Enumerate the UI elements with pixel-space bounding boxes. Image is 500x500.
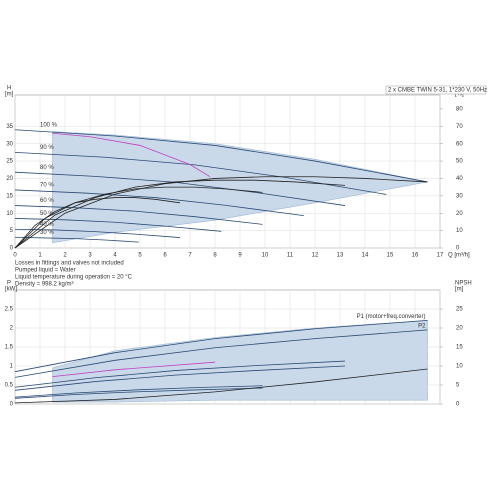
note: Pumped liquid = Water xyxy=(15,268,76,274)
x-tick-label: 15 xyxy=(387,253,394,259)
operating-range xyxy=(52,131,428,244)
y-tick-label: 25 xyxy=(6,159,13,165)
curve xyxy=(14,197,181,249)
y-tick-label: 10 xyxy=(6,211,13,217)
y2-tick-label: 20 xyxy=(456,211,463,217)
y2-axis-unit: [%] xyxy=(455,92,464,98)
curve-label: 90 % xyxy=(40,145,54,151)
y2-tick-label: 40 xyxy=(456,176,463,182)
operating-range xyxy=(52,320,428,403)
x-tick-label: 3 xyxy=(88,253,92,259)
curve xyxy=(14,385,263,398)
curve-label: 50 % xyxy=(40,211,54,217)
curve-label: 100 % xyxy=(40,122,58,128)
y-tick-label: 15 xyxy=(6,193,13,199)
x-tick-label: 9 xyxy=(238,253,242,259)
y-tick-label: 35 xyxy=(6,124,13,130)
curve xyxy=(14,387,263,399)
x-tick-label: 8 xyxy=(213,253,217,259)
x-tick-label: 13 xyxy=(337,253,344,259)
y2-tick-label: 25 xyxy=(456,307,463,313)
curve xyxy=(14,320,428,373)
y2-tick-label: 5 xyxy=(456,383,460,389)
x-tick-label: 12 xyxy=(312,253,319,259)
curve xyxy=(14,129,428,183)
curve xyxy=(14,360,346,388)
y2-tick-label: 15 xyxy=(456,345,463,351)
y2-axis-label: NPSH xyxy=(455,281,472,287)
y2-tick-label: 50 xyxy=(456,159,463,165)
y2-tick-label: 10 xyxy=(456,364,463,370)
x-tick-label: 7 xyxy=(188,253,192,259)
y-axis-unit: [m] xyxy=(5,92,14,98)
x-tick-label: 11 xyxy=(287,253,294,259)
curve-label: 70 % xyxy=(40,183,54,189)
y-tick-label: 5 xyxy=(10,228,14,234)
x-tick-label: 4 xyxy=(113,253,117,259)
curve-label: 80 % xyxy=(40,165,54,171)
x-tick-label: 0 xyxy=(13,253,17,259)
y2-tick-label: 80 xyxy=(456,106,463,112)
curve-label: 30 % xyxy=(40,230,54,236)
y2-tick-label: 0 xyxy=(456,402,460,408)
curve xyxy=(14,179,346,249)
y-tick-label: 0 xyxy=(10,246,14,252)
header-box xyxy=(385,85,487,95)
header: 2 x CMBE TWIN 5-31, 1*230 V, 50Hz xyxy=(388,88,487,94)
note: Density = 998.2 kg/m³ xyxy=(15,282,74,288)
curve xyxy=(14,176,428,249)
x-tick-label: 5 xyxy=(138,253,142,259)
y-tick-label: 30 xyxy=(6,141,13,147)
y2-tick-label: 10 xyxy=(456,228,463,234)
note: Liquid temperature during operation = 20… xyxy=(15,275,133,281)
curve xyxy=(14,365,346,391)
y-tick-label: 2 xyxy=(10,326,14,332)
curve xyxy=(52,132,211,178)
curve xyxy=(14,218,222,232)
curve xyxy=(14,151,387,195)
curve-label: 60 % xyxy=(40,198,54,204)
note: Losses in fittings and valves not includ… xyxy=(15,261,124,267)
y2-tick-label: 70 xyxy=(456,124,463,130)
y-tick-label: 2.5 xyxy=(5,307,14,313)
curve xyxy=(14,329,428,378)
y-tick-label: 0.5 xyxy=(5,383,14,389)
curve xyxy=(14,189,304,217)
y2-tick-label: 30 xyxy=(456,193,463,199)
y-axis-label: P xyxy=(7,281,11,287)
curve xyxy=(14,186,263,249)
curve-label: P2 xyxy=(418,323,426,329)
curve xyxy=(14,368,428,404)
x-tick-label: 17 xyxy=(437,253,444,259)
x-tick-label: 2 xyxy=(63,253,67,259)
y-tick-label: 1.5 xyxy=(5,345,14,351)
y-axis-unit: [kW] xyxy=(5,287,17,293)
curve-label: 40 % xyxy=(40,222,54,228)
x-tick-label: 1 xyxy=(38,253,42,259)
curve xyxy=(14,205,263,225)
x-axis-label: Q [m³/h] xyxy=(448,253,470,259)
x-tick-label: 6 xyxy=(163,253,167,259)
y2-tick-label: 60 xyxy=(456,141,463,147)
y-tick-label: 0 xyxy=(10,402,14,408)
y2-tick-label: 20 xyxy=(456,326,463,332)
y-axis-label: H xyxy=(7,86,11,92)
curve-label: P1 (motor+freq.converter) xyxy=(357,314,426,320)
x-tick-label: 16 xyxy=(412,253,419,259)
curve xyxy=(52,361,216,378)
y2-axis-unit: [m] xyxy=(455,287,464,293)
curve xyxy=(14,236,139,243)
x-tick-label: 14 xyxy=(362,253,369,259)
y-tick-label: 20 xyxy=(6,176,13,182)
x-tick-label: 10 xyxy=(262,253,269,259)
y2-tick-label: 0 xyxy=(456,246,460,252)
y-tick-label: 1 xyxy=(10,364,14,370)
